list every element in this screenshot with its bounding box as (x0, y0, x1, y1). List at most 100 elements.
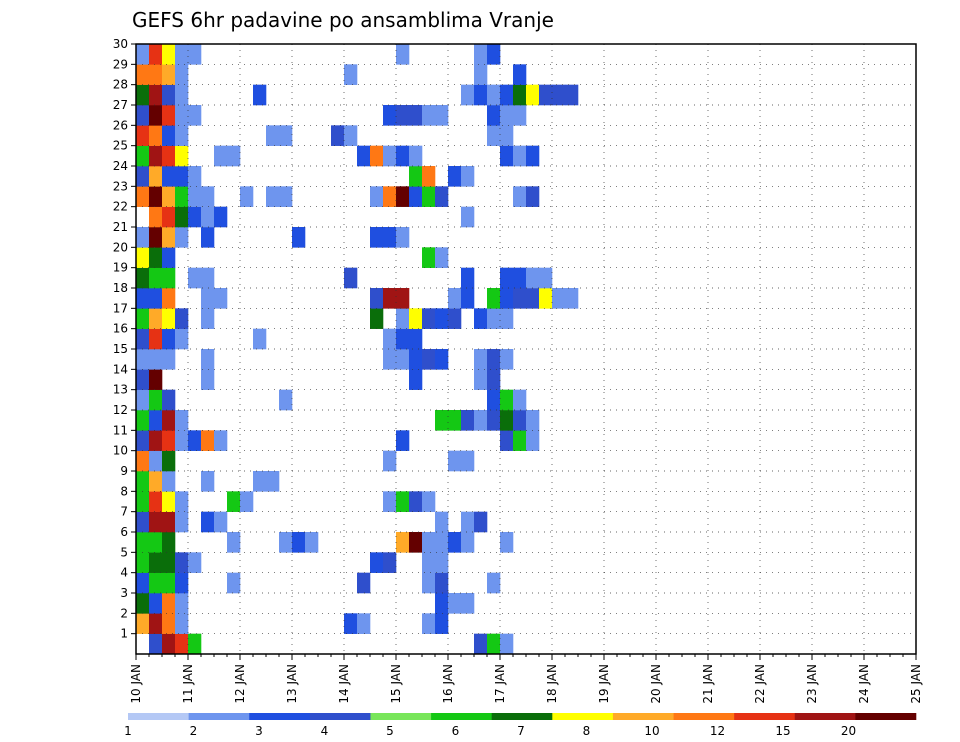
heatmap-cell (175, 44, 189, 65)
heatmap-cell (344, 267, 358, 289)
heatmap-cell (162, 410, 176, 431)
heatmap-cell (253, 84, 267, 106)
heatmap-cell (500, 105, 514, 126)
heatmap-cell (162, 633, 176, 655)
heatmap-cell (149, 389, 163, 411)
heatmap-cell (136, 450, 150, 472)
x-tick-label: 18 JAN (545, 664, 559, 704)
heatmap-cell (513, 410, 527, 431)
heatmap-cell (396, 532, 410, 553)
heatmap-cell (409, 349, 423, 370)
heatmap-cell (383, 288, 397, 309)
heatmap-cell (162, 450, 176, 472)
heatmap-cell (435, 532, 449, 553)
legend-swatch (734, 713, 796, 720)
heatmap-cell (266, 125, 280, 146)
heatmap-cell (175, 105, 189, 126)
heatmap-cell (149, 125, 163, 146)
heatmap-cell (136, 105, 150, 126)
heatmap-cell (487, 105, 501, 126)
heatmap-cell (266, 186, 280, 207)
heatmap-cell (175, 166, 189, 187)
x-tick-label: 24 JAN (857, 664, 871, 704)
heatmap-cell (201, 349, 215, 370)
legend-label: 10 (644, 724, 659, 738)
heatmap-cell (487, 410, 501, 431)
heatmap-cell (136, 145, 150, 167)
heatmap-cell (136, 471, 150, 492)
heatmap-cell (383, 491, 397, 512)
heatmap-cell (279, 125, 293, 146)
heatmap-cell (500, 349, 514, 370)
heatmap-cell (136, 267, 150, 289)
heatmap-cell (435, 511, 449, 533)
heatmap-cell (513, 186, 527, 207)
legend-swatch (612, 713, 674, 720)
heatmap-cell (149, 64, 163, 85)
legend-label: 4 (321, 724, 329, 738)
heatmap-cell (240, 186, 254, 207)
heatmap-cell (136, 552, 150, 573)
x-tick-label: 15 JAN (389, 664, 403, 704)
heatmap-cell (474, 369, 488, 390)
heatmap-cell (396, 430, 410, 451)
heatmap-cell (422, 186, 436, 207)
heatmap-cell (513, 145, 527, 167)
legend-swatch (370, 713, 432, 720)
heatmap-cell (513, 84, 527, 106)
heatmap-cell (136, 613, 150, 634)
x-tick-label: 14 JAN (337, 664, 351, 704)
y-tick-label: 22 (113, 200, 128, 214)
legend-label: 5 (386, 724, 394, 738)
heatmap-cell (162, 288, 176, 309)
x-tick-label: 22 JAN (753, 664, 767, 704)
heatmap-cell (487, 369, 501, 390)
heatmap-cell (149, 511, 163, 533)
heatmap-cell (448, 308, 462, 329)
x-tick-label: 10 JAN (129, 664, 143, 704)
heatmap-cell (513, 288, 527, 309)
heatmap-cell (565, 288, 579, 309)
y-tick-label: 1 (120, 627, 128, 641)
legend-swatch (855, 713, 917, 720)
legend-label: 6 (452, 724, 460, 738)
heatmap-cell (513, 389, 527, 411)
heatmap-cell (175, 491, 189, 512)
y-tick-label: 18 (113, 281, 128, 295)
heatmap-cell (188, 552, 202, 573)
heatmap-cell (500, 308, 514, 329)
heatmap-cell (136, 84, 150, 106)
heatmap-cell (201, 369, 215, 390)
heatmap-cell (162, 389, 176, 411)
heatmap-cell (149, 308, 163, 329)
heatmap-cell (474, 349, 488, 370)
y-tick-label: 19 (113, 261, 128, 275)
legend-label: 15 (775, 724, 790, 738)
heatmap-cell (188, 206, 202, 228)
y-tick-label: 2 (120, 606, 128, 620)
heatmap-cell (422, 349, 436, 370)
heatmap-cell (357, 613, 371, 634)
x-axis: 10 JAN 11 JAN 12 JAN 13 JAN 14 JAN 15 JAN 16 J… (129, 654, 923, 704)
heatmap-cell (188, 166, 202, 187)
heatmap-cell (175, 593, 189, 614)
legend-label: 1 (124, 724, 132, 738)
heatmap-cell (383, 145, 397, 167)
legend-swatch (188, 713, 250, 720)
heatmap-cell (175, 84, 189, 106)
heatmap-cell (383, 450, 397, 472)
y-tick-label: 29 (113, 57, 128, 71)
heatmap-cell (448, 450, 462, 472)
heatmap-cell (396, 328, 410, 350)
heatmap-cell (331, 125, 345, 146)
heatmap-cell (435, 552, 449, 573)
heatmap-cell (539, 84, 553, 106)
legend-swatch (673, 713, 735, 720)
y-tick-label: 8 (120, 484, 128, 498)
heatmap-cell (136, 166, 150, 187)
heatmap-cell (149, 166, 163, 187)
x-tick-label: 13 JAN (285, 664, 299, 704)
heatmap-cell (149, 105, 163, 126)
heatmap-cell (461, 410, 475, 431)
